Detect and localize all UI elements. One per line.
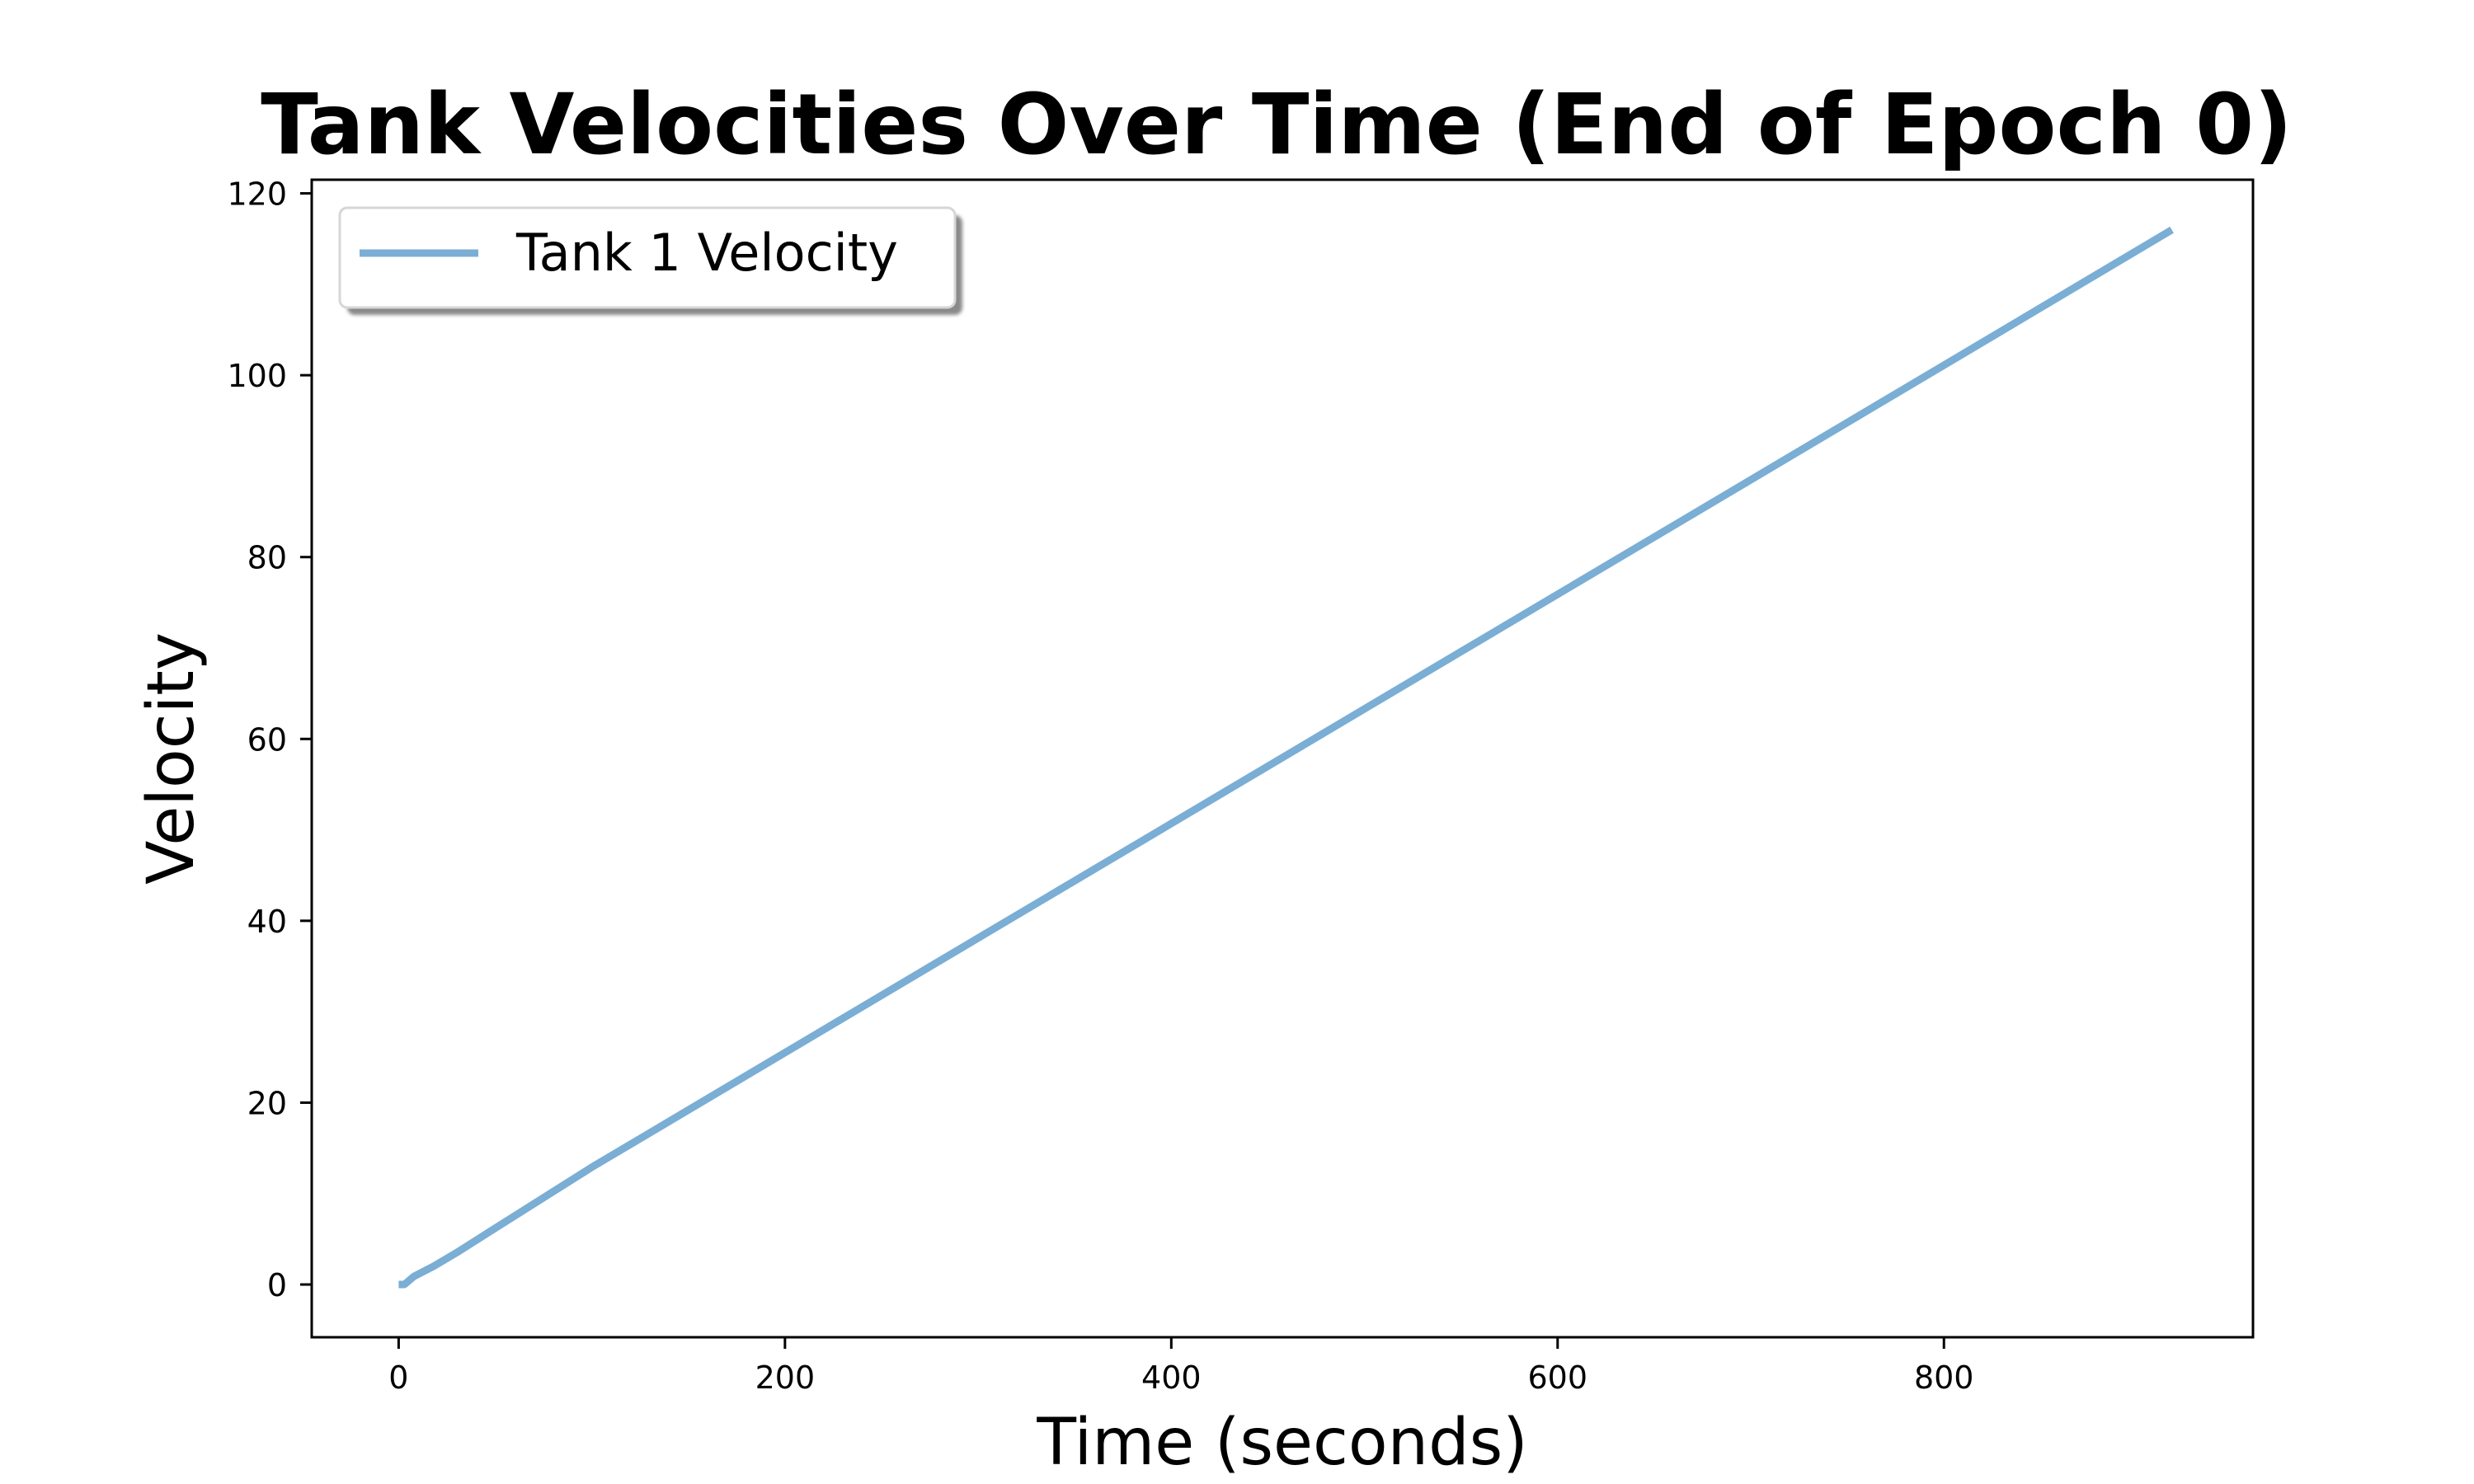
series-layer xyxy=(398,226,2174,1289)
y-tick-label: 60 xyxy=(247,721,287,758)
plot-area-frame xyxy=(310,178,2255,1339)
x-tick-label: 0 xyxy=(388,1360,408,1396)
legend: Tank 1 Velocity xyxy=(338,206,962,315)
legend-label-tank-1: Tank 1 Velocity xyxy=(515,223,898,283)
y-tick-label: 0 xyxy=(267,1267,287,1303)
y-tick-label: 40 xyxy=(247,904,287,940)
x-tick-label: 800 xyxy=(1914,1360,1974,1396)
y-axis-ticks: 0 20 40 60 80 100 120 xyxy=(227,176,312,1303)
series-line-tank-1 xyxy=(398,226,2174,1289)
y-tick-label: 100 xyxy=(227,358,287,394)
legend-box xyxy=(338,206,957,309)
x-axis-label: Time (seconds) xyxy=(1036,1406,1527,1480)
chart-title: Tank Velocities Over Time (End of Epoch … xyxy=(261,76,2292,174)
y-tick-label: 80 xyxy=(247,540,287,576)
x-tick-label: 400 xyxy=(1141,1360,1202,1396)
x-axis-ticks: 0 200 400 600 800 xyxy=(388,1337,1973,1396)
y-axis-label: Velocity xyxy=(134,632,209,885)
y-tick-label: 120 xyxy=(227,176,287,213)
x-tick-label: 200 xyxy=(755,1360,816,1396)
x-tick-label: 600 xyxy=(1528,1360,1588,1396)
y-tick-label: 20 xyxy=(247,1085,287,1121)
